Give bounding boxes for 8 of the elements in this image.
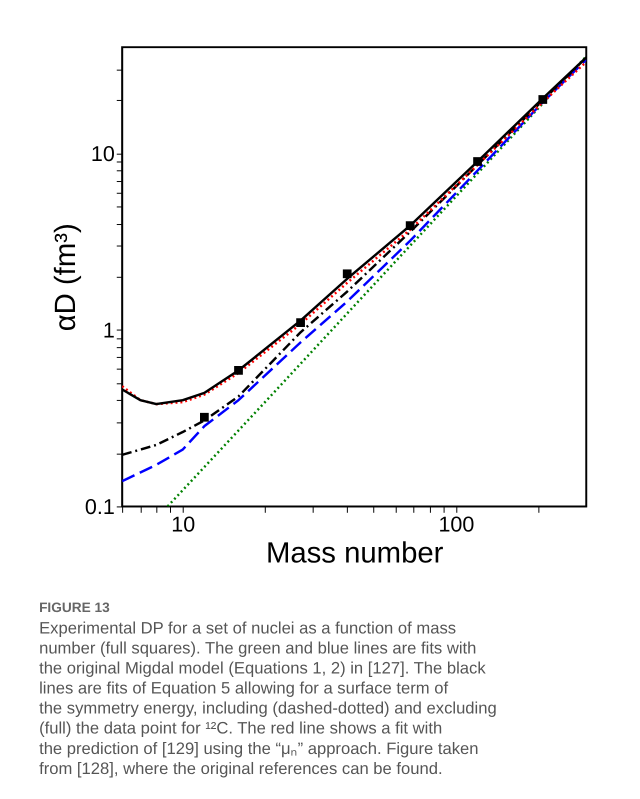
y-axis-title: αD (fm³) bbox=[49, 223, 82, 332]
y-tick-label: 1 bbox=[102, 318, 115, 342]
y-tick-label: 0.1 bbox=[84, 494, 115, 519]
x-tick-label: 100 bbox=[438, 512, 474, 536]
text: Experimental DP for a set of nuclei as a function of mass number (full squares). The green and blue lines are fits with the original Migdal model (Equations 1, 2) in [127]. The black lines are fits of Equation 5 allowing for a surface term of the symmetry energy, including (dashed-dotted) and excluding (full) the data point for ¹²C. The red line shows a fit with the prediction of [129] using the “μₙ” approach. Figure taken from [128], where the original references can be found. bbox=[39, 618, 497, 778]
caption: FIGURE 13 bbox=[39, 600, 110, 616]
y-tick-label: 10 bbox=[90, 142, 115, 166]
x-axis-title: Mass number bbox=[266, 536, 444, 570]
